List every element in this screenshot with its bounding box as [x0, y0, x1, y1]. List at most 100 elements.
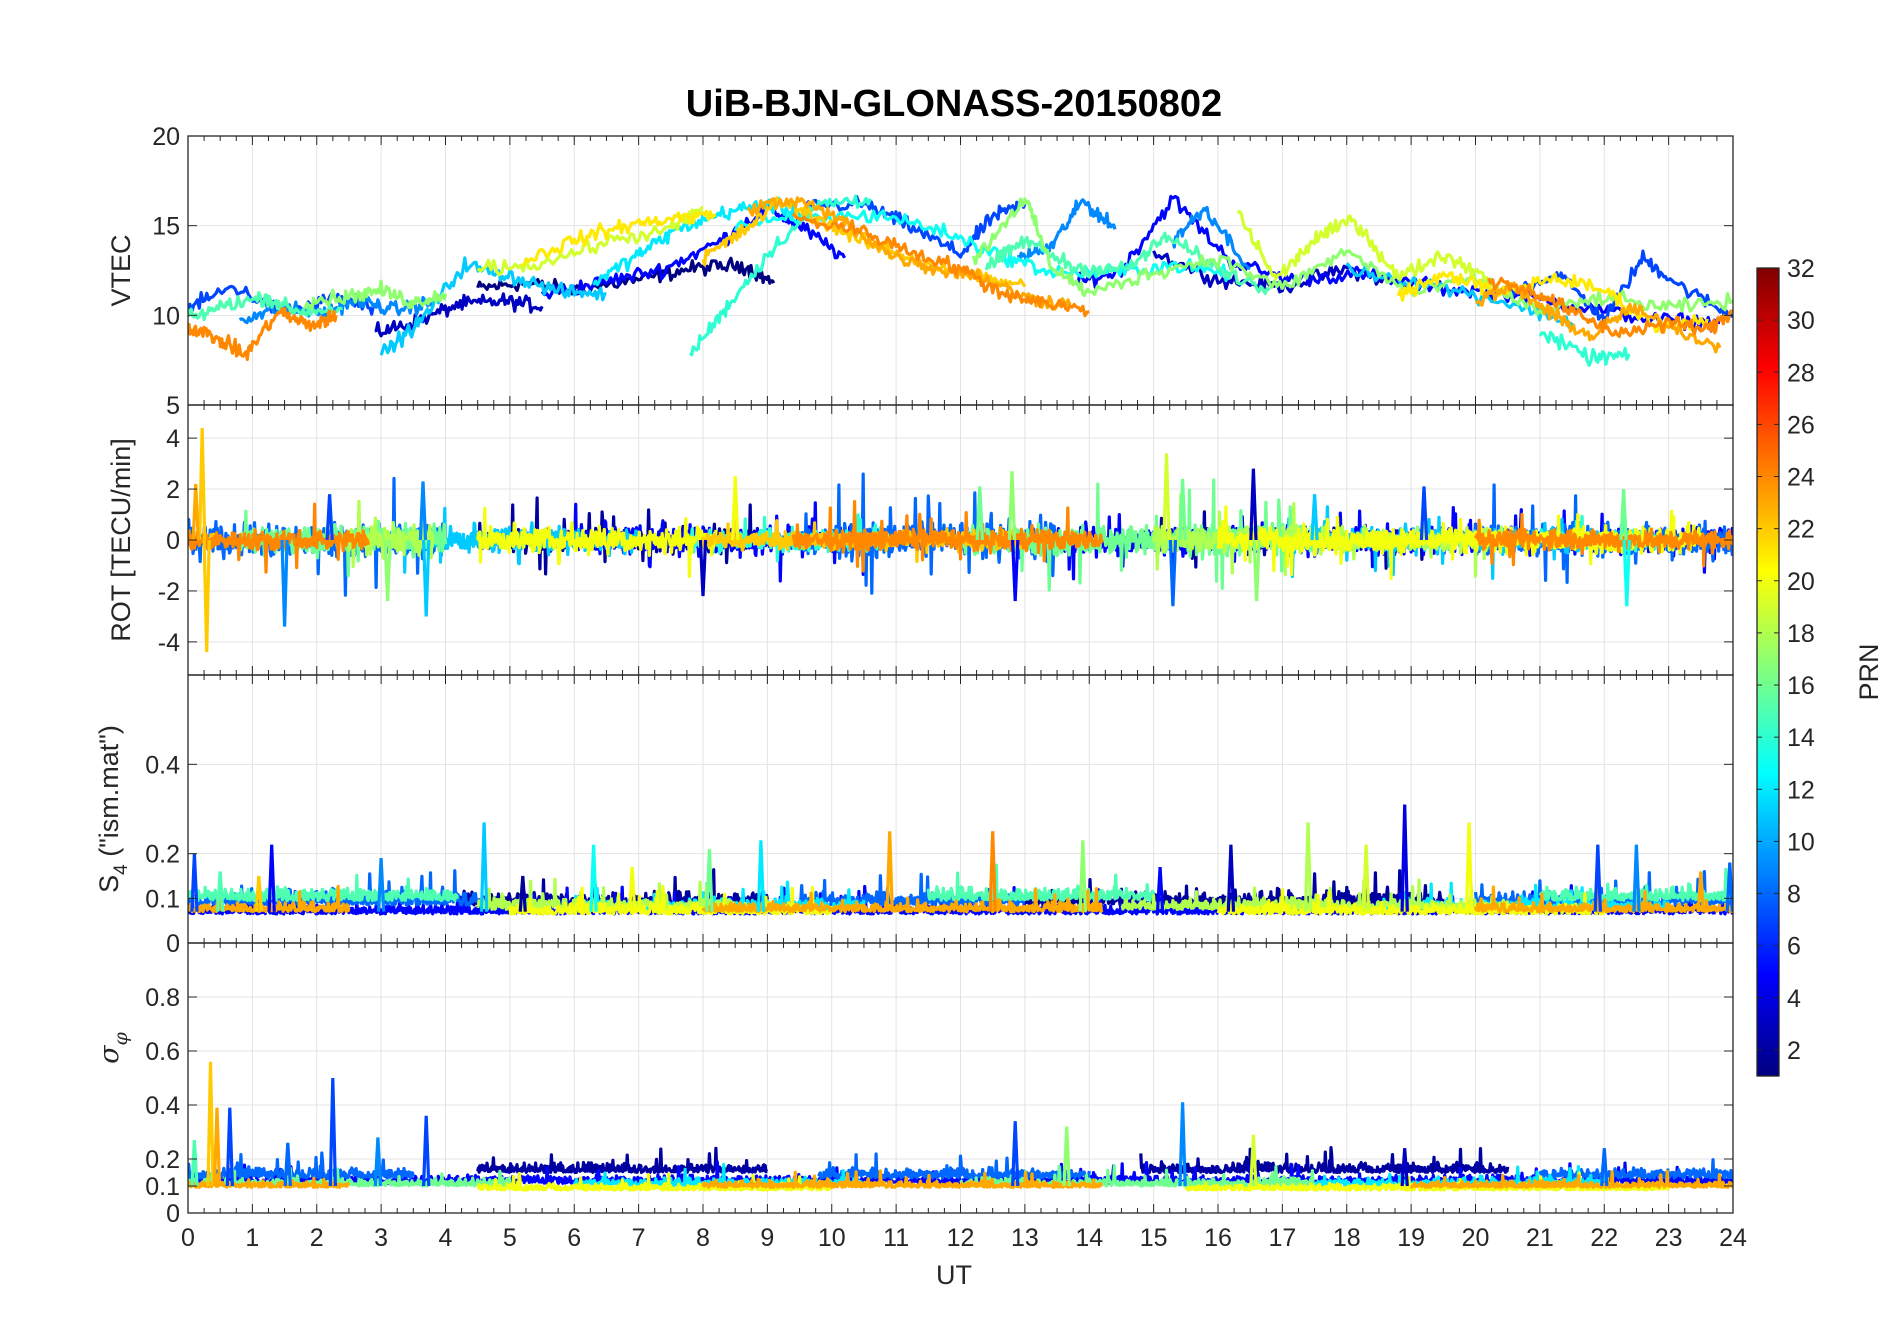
colorbar-tick-5: 12: [1787, 776, 1815, 804]
series-prn24-vtec-seg1: [791, 212, 1090, 318]
colorbar-tick-9: 20: [1787, 568, 1815, 596]
colorbar-tick-3: 8: [1787, 881, 1801, 909]
spike-rot-0: [198, 427, 207, 541]
spike-rot-17: [1252, 539, 1261, 602]
series-prn23-s4-seg2: [1473, 885, 1733, 914]
y-axis-label-sigma: σφ: [94, 1031, 132, 1063]
series-prn2-sigma-seg1: [1139, 1146, 1510, 1175]
spike-rot-2: [191, 483, 200, 541]
x-tick-8: 8: [696, 1224, 710, 1252]
y-tick-sigma-3: 0.4: [145, 1092, 180, 1120]
colorbar-frame: [1756, 267, 1780, 1077]
series-prn19-vtec-seg0: [476, 206, 704, 277]
panel-s4: 0 0.1 0.2 0.4 S4 ("ism.mat"): [94, 674, 1734, 958]
series-prn2-sigma-seg0: [476, 1146, 769, 1175]
spike-rot-1: [202, 539, 211, 653]
y-axis-label-rot: ROT [TECU/min]: [106, 438, 136, 642]
ticks-s4: 0 0.1 0.2 0.4: [145, 675, 1734, 958]
spike-rot-13: [1162, 453, 1171, 541]
series-prn7-vtec-seg2: [1500, 249, 1733, 326]
series-prn15-s4-seg1: [926, 863, 1156, 903]
series-prn23-vtec-seg1: [1475, 280, 1722, 354]
y-tick-sigma-4: 0.6: [145, 1038, 180, 1066]
x-tick-10: 10: [818, 1224, 846, 1252]
x-tick-24: 24: [1719, 1224, 1747, 1252]
spike-rot-10: [975, 486, 984, 541]
panel-sigma: 00.10.20.40.60.80 1 2 3 4 5 6 7 8 9 10 11 12 13 14 15 16…: [94, 942, 1747, 1252]
y-tick-rot-0: -4: [158, 629, 180, 657]
series-prn24-vtec-seg2: [1486, 276, 1733, 339]
series-prn20-rot-seg0: [476, 506, 718, 578]
spike-sigma-1: [212, 1107, 222, 1187]
x-tick-2: 2: [310, 1224, 324, 1252]
ticks-sigma: 00.10.20.40.60.80 1 2 3 4 5 6 7 8 9 10 11 12 13 14 15 16…: [145, 943, 1747, 1252]
spike-sigma-12: [1400, 1148, 1409, 1187]
ticks-rot: -4 -2 0 2 4: [158, 405, 1734, 675]
y-tick-sigma-2: 0.2: [145, 1146, 180, 1174]
x-tick-14: 14: [1075, 1224, 1103, 1252]
spike-sigma-6: [373, 1137, 383, 1187]
series-prn21-vtec-seg0: [521, 209, 717, 268]
spike-s4-14: [1155, 867, 1165, 912]
colorbar-tick-10: 22: [1787, 516, 1815, 544]
spike-s4-7: [589, 844, 598, 912]
spike-s4-16: [1303, 822, 1313, 912]
x-tick-21: 21: [1526, 1224, 1554, 1252]
spike-s4-11: [885, 831, 894, 912]
series-prn17-vtec-seg1: [971, 197, 1733, 316]
spike-s4-18: [1400, 804, 1409, 912]
panel-vtec: 5 10 15 20 VTEC: [106, 123, 1734, 420]
colorbar-tick-1: 4: [1787, 985, 1801, 1013]
x-tick-11: 11: [883, 1224, 909, 1252]
series-prn14-vtec-seg1: [1538, 330, 1631, 367]
series-prn24-rot-seg2: [1474, 512, 1733, 568]
series-prn15-s4-seg2: [1538, 867, 1733, 903]
spike-s4-9: [705, 849, 714, 912]
spike-rot-12: [1007, 471, 1017, 541]
spike-sigma-10: [1178, 1102, 1187, 1187]
x-tick-0: 0: [181, 1224, 195, 1252]
spike-rot-4: [325, 494, 334, 541]
spike-sigma-9: [1062, 1126, 1071, 1187]
series-group-vtec: [188, 194, 1733, 367]
colorbar-tick-13: 28: [1787, 359, 1815, 387]
series-prn24-rot-seg1: [791, 500, 1104, 573]
spike-s4-12: [988, 831, 997, 912]
y-tick-sigma-5: 0.8: [145, 984, 180, 1012]
x-tick-20: 20: [1462, 1224, 1490, 1252]
spike-rot-6: [418, 481, 428, 541]
series-prn5-vtec-seg1: [1075, 194, 1721, 333]
series-prn9-vtec-seg2: [1171, 205, 1251, 271]
series-prn11-vtec-seg0: [379, 256, 607, 356]
spike-rot-16: [1249, 468, 1258, 541]
y-tick-vtec-3: 20: [152, 123, 180, 151]
y-tick-sigma-1: 0.1: [145, 1173, 180, 1201]
x-tick-15: 15: [1140, 1224, 1168, 1252]
series-prn3-vtec-seg0: [374, 292, 544, 338]
series-prn17-vtec-seg0: [303, 279, 448, 311]
colorbar-tick-14: 30: [1787, 307, 1815, 335]
series-prn14-vtec-seg0: [688, 194, 872, 357]
colorbar-tick-8: 18: [1787, 620, 1815, 648]
series-prn21-vtec-seg1: [1396, 271, 1709, 334]
spike-rot-20: [1310, 494, 1319, 541]
y-tick-s4-0: 0: [166, 930, 180, 958]
panel-rot: -4 -2 0 2 4 ROT [TECU/min]: [106, 404, 1734, 676]
x-tick-22: 22: [1590, 1224, 1618, 1252]
series-prn9-vtec-seg1: [1016, 198, 1117, 262]
x-tick-4: 4: [439, 1224, 453, 1252]
spike-s4-13: [1078, 840, 1087, 912]
spike-rot-7: [383, 539, 392, 602]
spike-rot-11: [1011, 539, 1020, 602]
y-tick-vtec-1: 10: [152, 302, 180, 330]
series-group-rot: [188, 427, 1733, 653]
spike-s4-6: [479, 822, 489, 912]
y-tick-vtec-2: 15: [152, 213, 180, 241]
series-prn8-sigma-seg1: [817, 1152, 1091, 1180]
spike-s4-4: [377, 858, 386, 912]
y-tick-s4-1: 0.1: [145, 885, 180, 913]
series-prn24-vtec-seg0: [188, 307, 338, 361]
spike-s4-23: [1725, 862, 1733, 912]
